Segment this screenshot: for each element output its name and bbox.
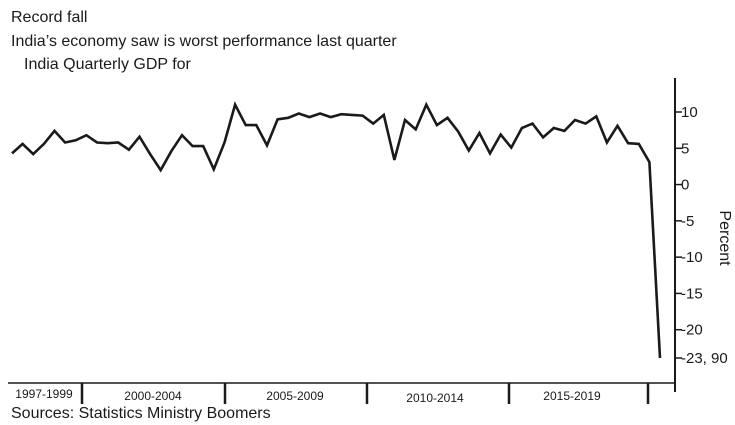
y-tick-label: -5 (681, 213, 694, 230)
chart-subtitle: India’s economy saw is worst performance… (11, 33, 397, 50)
gdp-series-line (11, 101, 662, 359)
y-tick-label: 0 (681, 177, 689, 194)
y-tick-label: -20 (681, 322, 703, 339)
source-note: Sources: Statistics Ministry Boomers (11, 405, 271, 422)
x-period-label: 1997-1999 (15, 387, 73, 401)
x-period-label: 2000-2004 (124, 389, 182, 403)
x-period-label: 2015-2019 (543, 389, 601, 403)
y-tick-label: -15 (681, 285, 703, 302)
y-tick-label: -23, 90 (681, 350, 728, 367)
chart-series-label: India Quarterly GDP for (24, 56, 191, 73)
y-axis-title: Percent (716, 210, 733, 266)
x-period-label: 2010-2014 (406, 391, 464, 405)
chart-title: Record fall (11, 9, 88, 26)
y-tick-label: -10 (681, 249, 703, 266)
y-tick-label: 10 (681, 104, 698, 121)
y-tick-label: 5 (681, 140, 689, 157)
x-period-label: 2005-2009 (266, 389, 324, 403)
